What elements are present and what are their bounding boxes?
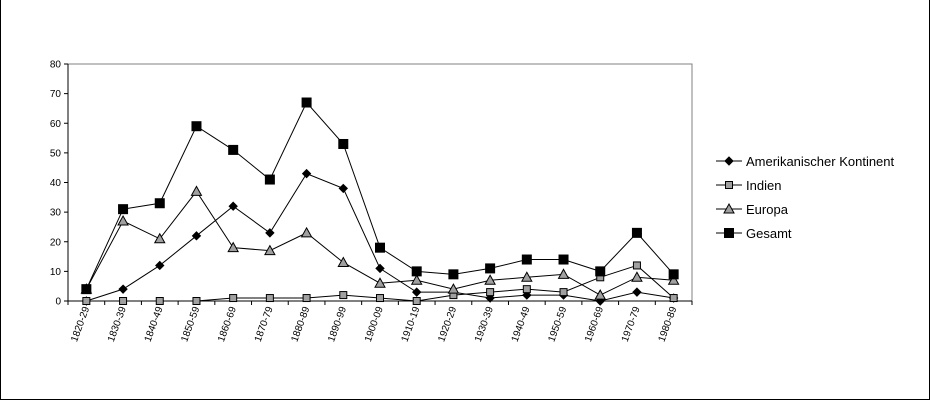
data-point: [228, 201, 238, 211]
data-point: [410, 274, 423, 285]
y-tick-label: 20: [50, 237, 62, 248]
y-tick-label: 0: [55, 297, 61, 308]
data-point: [82, 297, 91, 305]
legend-marker: [725, 181, 733, 189]
data-point: [484, 274, 496, 285]
x-tick-label: 1950-59: [546, 305, 569, 344]
data-point: [376, 294, 384, 303]
data-point: [117, 214, 129, 226]
data-point: [594, 289, 607, 300]
data-point: [632, 287, 642, 297]
data-point: [301, 168, 312, 179]
data-point: [264, 244, 276, 256]
data-point: [448, 269, 459, 280]
x-tick-label: 1860-69: [216, 305, 239, 344]
data-point: [522, 285, 531, 294]
x-tick-label: 1940-49: [510, 305, 533, 344]
data-point: [486, 288, 495, 297]
data-point: [265, 228, 275, 238]
data-point: [153, 232, 166, 244]
y-axis: 0 10 20 30 40 50 60 70 80: [50, 60, 69, 308]
y-tick-label: 10: [50, 267, 62, 278]
series-markers: [80, 97, 680, 306]
data-point: [411, 266, 422, 277]
data-point: [558, 254, 569, 265]
x-tick-label: 1890-99: [326, 305, 349, 344]
legend-label: Amerikanischer Kontinent: [746, 154, 895, 169]
data-point: [155, 260, 165, 271]
data-point: [339, 291, 348, 300]
data-point: [559, 288, 568, 297]
data-point: [411, 287, 422, 297]
data-point: [631, 227, 642, 238]
y-tick-label: 30: [50, 208, 62, 219]
data-point: [155, 297, 164, 305]
data-point: [264, 174, 275, 185]
data-point: [118, 284, 128, 294]
data-point: [302, 294, 311, 303]
data-point: [118, 204, 129, 215]
data-point: [667, 274, 680, 285]
x-tick-label: 1960-69: [583, 305, 606, 344]
data-point: [227, 241, 240, 253]
data-point: [229, 294, 238, 303]
data-point: [375, 263, 385, 274]
data-point: [119, 297, 128, 305]
y-tick-label: 50: [50, 148, 62, 159]
data-point: [190, 185, 203, 196]
data-point: [520, 271, 533, 282]
data-point: [668, 269, 679, 280]
x-tick-label: 1920-29: [436, 305, 459, 344]
data-point: [557, 268, 570, 279]
x-tick-label: 1880-89: [290, 305, 313, 344]
data-point: [447, 283, 460, 294]
legend-marker: [723, 202, 735, 214]
y-tick-label: 60: [50, 119, 62, 130]
data-point: [81, 284, 92, 295]
x-tick-label: 1820-29: [69, 305, 92, 344]
legend-label: Europa: [746, 202, 789, 217]
data-point: [191, 231, 202, 241]
legend-marker: [724, 156, 734, 166]
x-tick-label: 1970-79: [620, 305, 643, 344]
plot-area: [67, 63, 693, 302]
data-point: [154, 198, 165, 209]
data-point: [265, 294, 274, 303]
x-axis: 1820-29 1830-39 1840-49 1850-59 1860-69 1870-…: [67, 300, 693, 344]
data-point: [301, 97, 312, 108]
data-point: [631, 271, 643, 282]
data-point: [375, 242, 385, 253]
y-tick-label: 80: [50, 60, 62, 71]
data-point: [191, 121, 202, 132]
x-tick-label: 1910-19: [400, 305, 423, 344]
x-tick-label: 1840-49: [143, 305, 166, 344]
data-point: [412, 297, 421, 305]
data-point: [338, 183, 349, 194]
data-point: [521, 254, 532, 265]
data-point: [632, 261, 641, 270]
y-tick-label: 40: [50, 178, 62, 189]
y-tick-label: 70: [50, 89, 62, 100]
data-point: [338, 138, 349, 149]
legend-label: Indien: [746, 178, 781, 193]
x-tick-label: 1900-09: [363, 305, 386, 344]
x-tick-label: 1980-89: [657, 305, 680, 344]
x-tick-label: 1850-59: [179, 305, 202, 344]
data-point: [669, 294, 678, 303]
legend-marker: [724, 228, 734, 238]
data-point: [192, 297, 201, 305]
x-tick-label: 1930-39: [473, 305, 496, 344]
data-point: [337, 256, 350, 267]
data-point: [374, 277, 386, 288]
data-point: [228, 144, 239, 155]
data-point: [300, 226, 313, 238]
x-tick-label: 1830-39: [106, 305, 129, 344]
legend: Amerikanischer Kontinent Indien Europa Gesa…: [716, 154, 895, 241]
x-tick-label: 1870-79: [253, 305, 276, 344]
legend-label: Gesamt: [746, 226, 792, 241]
data-point: [595, 266, 606, 277]
data-point: [485, 263, 496, 274]
